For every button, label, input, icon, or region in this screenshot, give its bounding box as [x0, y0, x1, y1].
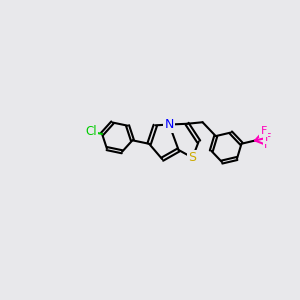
Text: Cl: Cl [85, 125, 97, 138]
Text: N: N [165, 118, 174, 131]
Text: F: F [261, 126, 267, 136]
Text: S: S [188, 151, 196, 164]
Text: F: F [264, 140, 271, 150]
Text: F: F [265, 133, 271, 142]
